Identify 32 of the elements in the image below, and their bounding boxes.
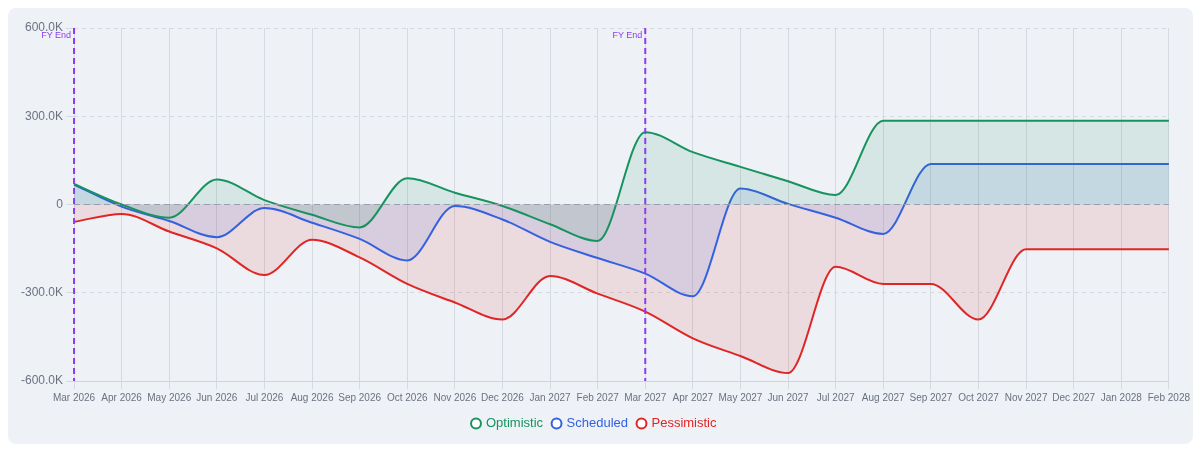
x-tick-label: Oct 2026 [386, 391, 428, 403]
ref-line-label: FY End [612, 29, 643, 40]
x-tick-label: Apr 2027 [672, 391, 714, 403]
x-tick-label: Jul 2026 [245, 391, 284, 403]
x-tick-label: Jan 2028 [1100, 391, 1143, 403]
x-tick-label: Apr 2026 [101, 391, 143, 403]
x-tick-label: Jun 2027 [767, 391, 810, 403]
x-tick-label: Jan 2027 [529, 391, 572, 403]
x-tick-label: May 2026 [147, 391, 192, 403]
y-tick-label: -600.0K [21, 373, 64, 388]
legend-label: Scheduled [566, 415, 629, 431]
x-tick-label: Mar 2026 [52, 391, 96, 403]
x-tick-label: Feb 2027 [576, 391, 620, 403]
x-tick-label: Jul 2027 [816, 391, 855, 403]
x-tick-label: Aug 2026 [290, 391, 334, 403]
y-tick-label: 300.0K [24, 108, 64, 123]
x-tick-label: Sep 2027 [909, 391, 953, 403]
legend-label: Pessimistic [651, 415, 717, 431]
legend-label: Optimistic [486, 415, 544, 431]
y-tick-label: -300.0K [21, 285, 64, 300]
x-tick-label: Feb 2028 [1147, 391, 1191, 403]
x-tick-label: Jun 2026 [196, 391, 238, 403]
x-tick-label: Dec 2026 [481, 391, 525, 403]
x-tick-label: Mar 2027 [624, 391, 667, 403]
x-tick-label: Nov 2027 [1004, 391, 1048, 403]
x-tick-label: Dec 2027 [1052, 391, 1096, 403]
x-tick-label: Aug 2027 [861, 391, 906, 403]
x-tick-label: May 2027 [718, 391, 763, 403]
x-tick-label: Sep 2026 [338, 391, 382, 403]
x-tick-label: Nov 2026 [433, 391, 477, 403]
x-tick-label: Oct 2027 [958, 391, 1000, 403]
y-tick-label: 0 [56, 196, 64, 211]
